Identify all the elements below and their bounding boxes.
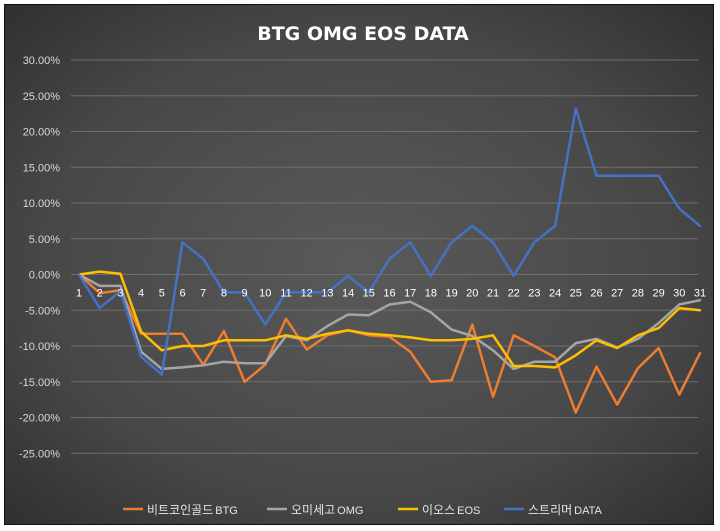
x-tick-label: 26 xyxy=(590,288,602,300)
line-chart: BTG OMG EOS DATA 30.00%25.00%20.00%15.00… xyxy=(5,5,713,524)
x-tick-label: 28 xyxy=(632,288,644,300)
legend-series-name: 이오스 xyxy=(422,503,455,517)
legend-series-code: EOS xyxy=(457,505,480,517)
series-line-omg xyxy=(77,273,702,371)
x-tick-label: 6 xyxy=(179,288,185,300)
series-line-eos xyxy=(77,270,702,369)
x-tick-label: 31 xyxy=(694,288,706,300)
legend-label: 비트코인골드 BTG xyxy=(147,503,238,517)
x-tick-label: 27 xyxy=(611,288,623,300)
x-tick-label: 23 xyxy=(528,288,540,300)
y-tick-label: 20.00% xyxy=(23,127,61,139)
legend: 비트코인골드 BTG 오미세고 OMG 이오스 EOS 스트리머 DATA xyxy=(123,503,603,517)
x-tick-label: 8 xyxy=(221,288,227,300)
legend-series-code: BTG xyxy=(215,505,238,517)
x-tick-label: 22 xyxy=(508,288,520,300)
x-tick-label: 18 xyxy=(425,288,437,300)
x-tick-label: 17 xyxy=(404,288,416,300)
y-tick-label: -20.00% xyxy=(19,413,60,425)
x-tick-label: 21 xyxy=(487,288,499,300)
x-tick-label: 10 xyxy=(259,288,271,300)
x-tick-label: 25 xyxy=(570,288,582,300)
x-tick-label: 16 xyxy=(383,288,395,300)
series-line-data xyxy=(77,107,702,376)
x-tick-label: 7 xyxy=(200,288,206,300)
x-tick-label: 12 xyxy=(301,288,313,300)
y-tick-label: -10.00% xyxy=(19,341,60,353)
x-tick-label: 2 xyxy=(97,288,103,300)
x-tick-label: 4 xyxy=(138,288,144,300)
legend-series-name: 스트리머 xyxy=(528,503,572,517)
chart-frame xyxy=(4,4,714,525)
x-tick-label: 30 xyxy=(673,288,685,300)
chart-title: BTG OMG EOS DATA xyxy=(257,23,469,45)
y-tick-label: -15.00% xyxy=(19,377,60,389)
x-tick-label: 29 xyxy=(652,288,664,300)
legend-series-name: 오미세고 xyxy=(291,503,335,517)
x-tick-label: 5 xyxy=(159,288,165,300)
legend-label: 오미세고 OMG xyxy=(291,503,363,517)
y-axis: 30.00% 25.00% 20.00% 15.00% 10.00% 5.00% 0.00%… xyxy=(19,55,60,460)
y-tick-label: -5.00% xyxy=(25,305,60,317)
y-tick-label: 25.00% xyxy=(23,91,61,103)
legend-series-name: 비트코인골드 xyxy=(147,503,213,517)
y-tick-label: 5.00% xyxy=(29,234,60,246)
x-tick-label: 1 xyxy=(76,288,82,300)
x-tick-label: 14 xyxy=(342,288,354,300)
chart-area: BTG OMG EOS DATA 30.00% 25.00% 20.00% 15.00… xyxy=(5,5,713,524)
legend-label: 이오스 EOS xyxy=(422,503,480,517)
series-line-btg xyxy=(77,273,702,414)
legend-series-code: DATA xyxy=(574,505,602,517)
x-tick-label: 13 xyxy=(321,288,333,300)
legend-series-code: OMG xyxy=(337,505,363,517)
y-tick-label: 0.00% xyxy=(29,270,60,282)
x-tick-label: 11 xyxy=(280,288,291,300)
y-tick-label: -25.00% xyxy=(19,448,60,460)
x-tick-label: 24 xyxy=(549,288,561,300)
y-tick-label: 10.00% xyxy=(23,198,61,210)
x-tick-label: 3 xyxy=(117,288,123,300)
series-group xyxy=(77,107,702,414)
x-tick-label: 15 xyxy=(363,288,375,300)
x-axis: 1 2 3 4 5 6 7 8 9 10 11 12 13 14 15 16 17 18 19 20 21 22 23 24 2… xyxy=(76,288,706,300)
x-tick-label: 20 xyxy=(466,288,478,300)
x-tick-label: 9 xyxy=(242,288,248,300)
x-tick-label: 19 xyxy=(445,288,457,300)
legend-label: 스트리머 DATA xyxy=(528,503,603,517)
y-tick-label: 15.00% xyxy=(23,162,61,174)
y-tick-label: 30.00% xyxy=(23,55,61,67)
chart-background xyxy=(5,5,713,524)
